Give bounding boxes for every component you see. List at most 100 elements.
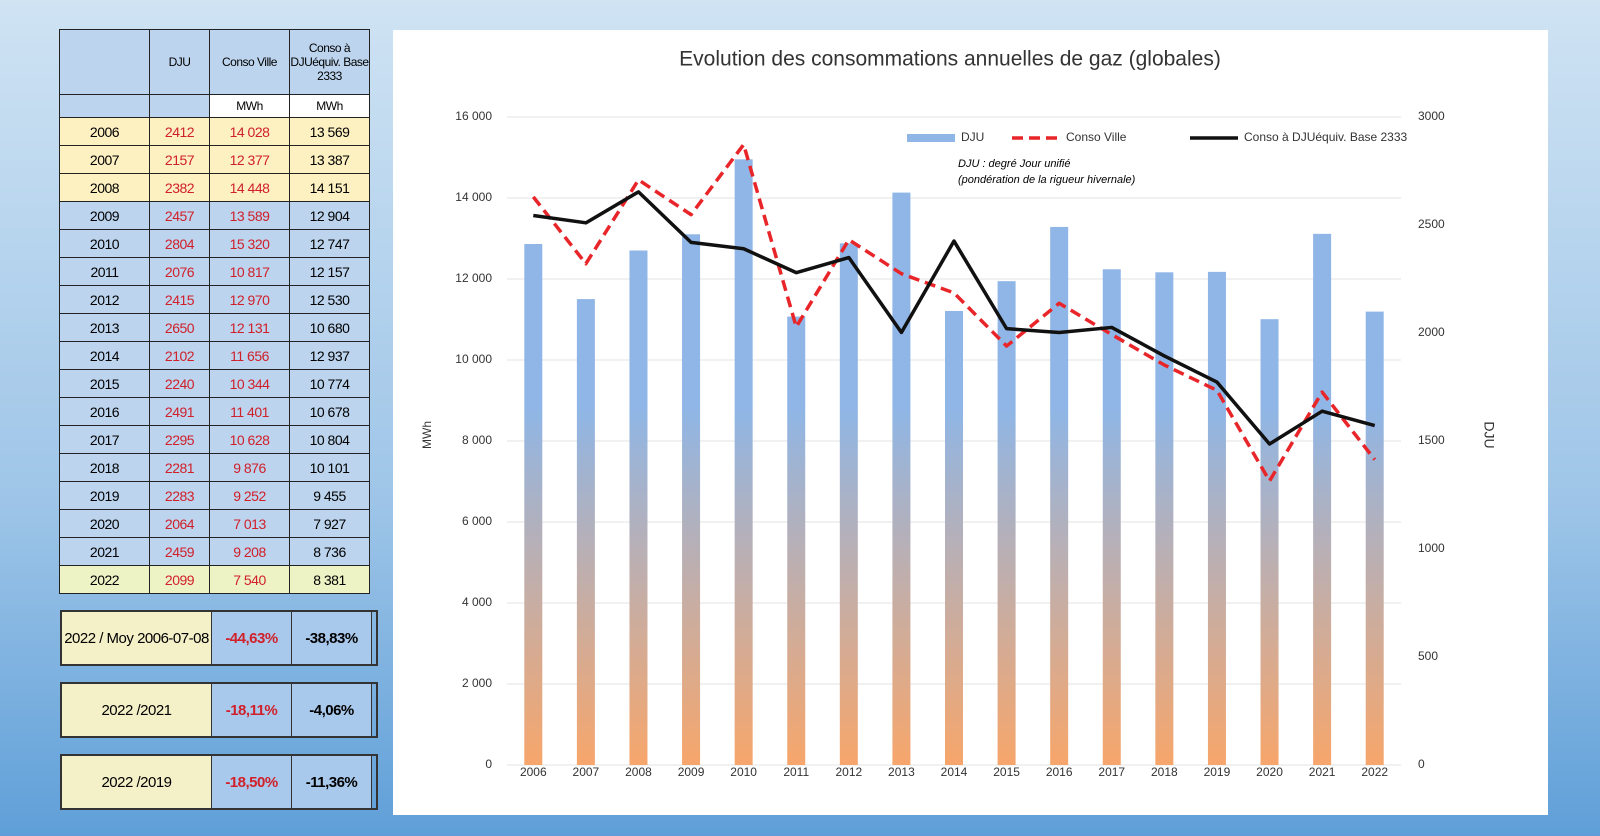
table-cell: 2412 [149, 117, 210, 146]
y-tick-label: 6 000 [462, 514, 492, 528]
table-cell: 2099 [149, 565, 210, 594]
table-cell: 2013 [59, 313, 150, 342]
x-tick-label: 2015 [993, 765, 1020, 779]
bar [787, 317, 805, 765]
table-cell: 2240 [149, 369, 210, 398]
x-tick-label: 2009 [678, 765, 705, 779]
table-cell: 10 817 [209, 257, 290, 286]
x-tick-label: 2014 [941, 765, 968, 779]
x-tick-label: 2012 [835, 765, 862, 779]
header-cell: Conso à DJUéquiv. Base 2333 [289, 29, 370, 95]
bar [1208, 272, 1226, 765]
y-tick-label: 4 000 [462, 595, 492, 609]
x-tick-label: 2019 [1204, 765, 1231, 779]
table-cell: 2382 [149, 173, 210, 202]
table-cell: 2281 [149, 453, 210, 482]
bar [945, 311, 963, 765]
table-cell: 2009 [59, 201, 150, 230]
table-cell: 10 774 [289, 369, 370, 398]
unit-cell: MWh [289, 94, 370, 118]
bar [892, 193, 910, 765]
bar [1155, 272, 1173, 765]
table-cell: 2011 [59, 257, 150, 286]
table-cell: 13 387 [289, 145, 370, 174]
bar [524, 244, 542, 765]
table-cell: 7 013 [209, 509, 290, 538]
table-cell: 2064 [149, 509, 210, 538]
table-cell: 2157 [149, 145, 210, 174]
chart-title: Evolution des consommations annuelles de… [679, 48, 1221, 71]
summary-cell: -18,50% [212, 756, 292, 808]
table-cell: 12 530 [289, 285, 370, 314]
table-cell: 2283 [149, 481, 210, 510]
y-tick-label: 2 000 [462, 676, 492, 690]
y-tick-label: 8 000 [462, 433, 492, 447]
table-cell: 9 876 [209, 453, 290, 482]
y2-tick-label: 2000 [1418, 325, 1445, 339]
bar [1261, 319, 1279, 765]
chart: Evolution des consommations annuelles de… [393, 30, 1548, 815]
table-cell: 2650 [149, 313, 210, 342]
table-cell: 2012 [59, 285, 150, 314]
note: (pondération de la rigueur hivernale) [958, 174, 1136, 186]
legend-label: DJU [961, 130, 984, 144]
table-cell: 2021 [59, 537, 150, 566]
table-cell: 12 377 [209, 145, 290, 174]
table-cell: 2076 [149, 257, 210, 286]
table-cell: 2459 [149, 537, 210, 566]
bar [1103, 269, 1121, 765]
table-cell: 2102 [149, 341, 210, 370]
summary-cell: 2022 /2021 [62, 684, 212, 736]
note: DJU : degré Jour unifié [958, 158, 1071, 170]
table-cell: 2020 [59, 509, 150, 538]
table-cell: 2491 [149, 397, 210, 426]
table-cell: 10 680 [289, 313, 370, 342]
table-cell: 2804 [149, 229, 210, 258]
table-cell: 2022 [59, 565, 150, 594]
legend-swatch [907, 134, 955, 142]
x-tick-label: 2007 [573, 765, 600, 779]
header-cell: Conso Ville [209, 29, 290, 95]
legend-label: Conso à DJUéquiv. Base 2333 [1244, 130, 1408, 144]
table-cell: 12 937 [289, 341, 370, 370]
table-cell: 11 656 [209, 341, 290, 370]
table-cell: 7 927 [289, 509, 370, 538]
table-cell: 12 157 [289, 257, 370, 286]
x-tick-label: 2013 [888, 765, 915, 779]
summary-row: 2022 /2021-18,11%-4,06% [60, 682, 378, 738]
table-cell: 2415 [149, 285, 210, 314]
y2-tick-label: 2500 [1418, 217, 1445, 231]
summary-cell: 2022 / Moy 2006-07-08 [62, 612, 212, 664]
y-tick-label: 14 000 [455, 190, 492, 204]
x-tick-label: 2010 [730, 765, 757, 779]
y-tick-label: 16 000 [455, 109, 492, 123]
table-cell: 2014 [59, 341, 150, 370]
unit-cell [149, 94, 210, 118]
table-cell: 12 131 [209, 313, 290, 342]
unit-cell: MWh [209, 94, 290, 118]
table-cell: 14 448 [209, 173, 290, 202]
table-cell: 2019 [59, 481, 150, 510]
y-axis-label: MWh [420, 421, 434, 449]
page: DJUConso VilleConso à DJUéquiv. Base 233… [0, 0, 1600, 836]
header-cell: DJU [149, 29, 210, 95]
summary-cell: -44,63% [212, 612, 292, 664]
table-cell: 14 028 [209, 117, 290, 146]
bar [1366, 312, 1384, 765]
table-cell: 10 101 [289, 453, 370, 482]
table-cell: 12 747 [289, 229, 370, 258]
table-cell: 2008 [59, 173, 150, 202]
units-row: MWhMWh [60, 95, 378, 118]
